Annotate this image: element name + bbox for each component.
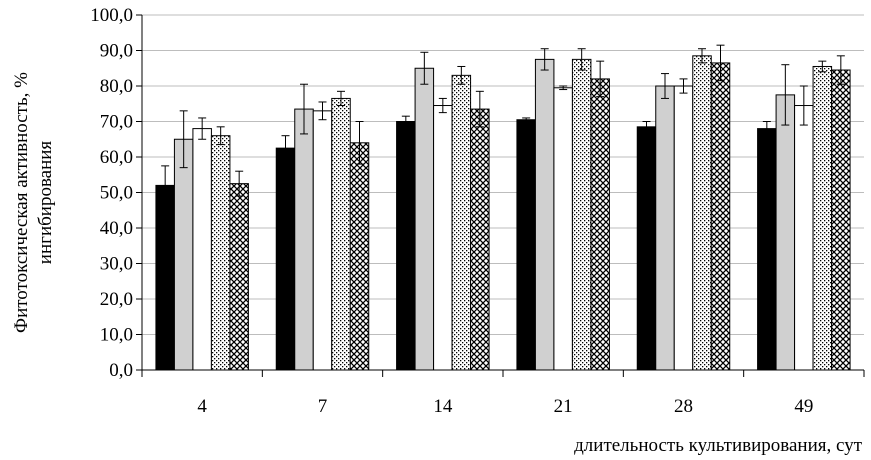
- y-tick-label: 100,0: [90, 5, 133, 26]
- bar: [349, 142, 370, 371]
- bar: [516, 119, 536, 371]
- y-tick-label: 60,0: [100, 147, 133, 168]
- bar: [173, 138, 194, 371]
- bar: [831, 69, 851, 371]
- y-tick-label: 10,0: [100, 325, 133, 346]
- y-tick-label: 50,0: [100, 183, 133, 204]
- x-tick-label: 7: [318, 396, 328, 417]
- bar: [192, 128, 212, 371]
- bar: [275, 147, 296, 371]
- bar: [331, 97, 351, 371]
- y-tick-label: 70,0: [100, 112, 133, 133]
- x-axis-title: длительность культивирования, сут: [574, 435, 863, 456]
- bar: [571, 58, 592, 371]
- x-tick-label: 4: [197, 396, 207, 417]
- bar: [396, 121, 416, 371]
- bar: [673, 85, 694, 371]
- bar: [312, 110, 333, 371]
- bar: [433, 105, 453, 371]
- y-tick-label: 0,0: [109, 360, 133, 381]
- bar: [534, 58, 555, 371]
- bar: [470, 108, 490, 371]
- bar: [210, 135, 231, 371]
- labels: 0,0 10,0 20,0 30,0 40,0 50,0 60,0 70,0 80,0 90,0 1…: [11, 5, 863, 456]
- y-tick-label: 40,0: [100, 218, 133, 239]
- bar: [294, 108, 314, 371]
- gridlines: [142, 14, 864, 335]
- bar: [553, 87, 573, 371]
- bars: [155, 44, 851, 371]
- x-tick-label: 14: [433, 396, 453, 417]
- bar: [229, 183, 249, 371]
- x-tick-label: 28: [674, 396, 693, 417]
- bar: [692, 55, 712, 371]
- bar: [414, 67, 435, 371]
- y-tick-label: 90,0: [100, 41, 133, 62]
- axes: [136, 14, 865, 377]
- bar: [757, 128, 777, 371]
- y-tick-label: 30,0: [100, 254, 133, 275]
- y-tick-label: 20,0: [100, 289, 133, 310]
- bar: [636, 126, 657, 371]
- bar: [775, 94, 796, 371]
- bar: [655, 85, 675, 371]
- x-tick-label: 21: [554, 396, 573, 417]
- bar: [794, 105, 814, 371]
- y-axis-title: ингибирования: [35, 141, 56, 265]
- bar: [155, 184, 175, 371]
- y-tick-label: 80,0: [100, 76, 133, 97]
- bar: [590, 78, 610, 371]
- x-tick-label: 49: [794, 396, 813, 417]
- bar: [710, 62, 731, 371]
- bar: [451, 74, 472, 371]
- y-axis-title: Фитотоксическая активность, %: [11, 72, 32, 333]
- bar: [812, 65, 833, 371]
